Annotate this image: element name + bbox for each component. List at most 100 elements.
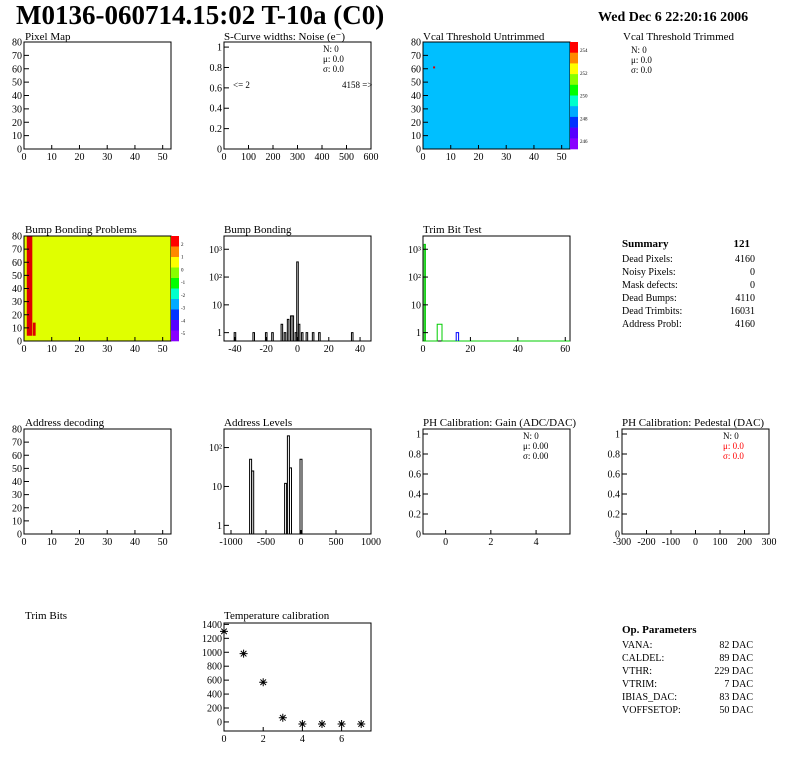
y-tick-label: 800 (207, 662, 222, 673)
axis-frame (223, 235, 372, 342)
y-tick-label: 60 (12, 64, 22, 75)
bump-colorbar-swatch (171, 330, 179, 342)
y-tick-label: 40 (411, 91, 421, 102)
summary-title: Summary (622, 238, 669, 250)
y-tick-label: 50 (12, 464, 22, 475)
x-tick-label: 0 (295, 344, 300, 355)
y-tick-label: 0.8 (409, 450, 422, 461)
y-tick-label: 40 (12, 477, 22, 488)
scatter-point (337, 720, 346, 729)
x-tick-label: 40 (529, 152, 539, 163)
y-tick-label: 80 (12, 425, 22, 436)
x-tick-label: 4 (300, 734, 305, 745)
y-tick-label: 1 (217, 521, 222, 532)
temperature-plot: Temperature calibration 0 2 4 6 0 200 400 600 800… (202, 610, 372, 745)
y-tick-label: 10³ (209, 245, 222, 256)
y-tick-label: 0.4 (608, 490, 621, 501)
y-tick-label: 70 (12, 245, 22, 256)
heatmap-fill (423, 42, 570, 149)
y-tick-label: 10 (212, 300, 222, 311)
x-tick-label: 30 (102, 344, 112, 355)
y-tick-label: 0 (217, 145, 222, 156)
y-tick-label: 10² (408, 273, 421, 284)
plot-title: Address Levels (224, 417, 292, 429)
heatmap-dead-column (26, 236, 33, 336)
axis-frame (223, 41, 372, 150)
timestamp: Wed Dec 6 22:20:16 2006 (598, 10, 749, 25)
op-parameter-value: 229 DAC (714, 666, 753, 677)
x-tick-label: -300 (613, 537, 631, 548)
y-tick-label: 0 (17, 145, 22, 156)
op-parameters-title: Op. Parameters (622, 624, 697, 636)
vcal-trimmed-plot: Vcal Threshold Trimmed N: 0μ: 0.0σ: 0.0 (623, 31, 735, 75)
x-tick-label: -20 (260, 344, 273, 355)
vcal-colorbar-swatch (570, 127, 578, 139)
y-tick-label: 1 (615, 430, 620, 441)
histogram-bar (318, 332, 321, 342)
op-parameters-table: Op. Parameters VANA: 82 DAC CALDEL: 89 DAC VT… (622, 624, 753, 716)
summary-row-label: Address Probl: (622, 319, 682, 330)
x-tick-label: 20 (473, 152, 483, 163)
plot-title: Address decoding (25, 417, 105, 429)
x-tick-label: 2 (261, 734, 266, 745)
summary-row-value: 0 (750, 267, 755, 278)
x-tick-label: 20 (74, 152, 84, 163)
bump-colorbar-swatch (171, 257, 179, 268)
scatter-point (239, 649, 248, 658)
x-tick-label: 0 (693, 537, 698, 548)
x-tick-label: 20 (74, 537, 84, 548)
bump-colorbar-swatch (171, 288, 179, 300)
page-title: M0136-060714.15:02 T-10a (C0) (16, 0, 385, 30)
plot-title: S-Curve widths: Noise (e⁻) (224, 31, 345, 43)
y-tick-label: 0.2 (210, 124, 223, 135)
op-parameter-value: 82 DAC (719, 640, 753, 651)
stats-entries: N: 0 (631, 45, 647, 55)
plot-title: Vcal Threshold Trimmed (623, 31, 735, 43)
summary-row-value: 4160 (735, 254, 755, 265)
plot-title: Bump Bonding (224, 224, 292, 236)
summary-row-value: 4160 (735, 319, 755, 330)
summary-row-label: Dead Trimbits: (622, 306, 682, 317)
y-tick-label: 0 (615, 530, 620, 541)
stats-rms: σ: 0.0 (723, 451, 744, 461)
bump-colorbar-tick-label: -1 (181, 281, 186, 286)
y-tick-label: 0 (217, 717, 222, 728)
vcal-colorbar-tick-label: 248 (580, 117, 588, 122)
y-tick-label: 20 (12, 118, 22, 129)
x-tick-label: 300 (762, 537, 777, 548)
x-tick-label: 40 (513, 344, 523, 355)
y-tick-label: 10³ (408, 245, 421, 256)
plot-title: PH Calibration: Pedestal (DAC) (622, 417, 764, 429)
y-tick-label: 1 (416, 430, 421, 441)
vcal-colorbar-tick-label: 250 (580, 95, 588, 100)
x-tick-label: 0 (22, 152, 27, 163)
vcal-colorbar-tick-label: 246 (580, 140, 588, 145)
axis-frame (23, 428, 172, 535)
y-tick-label: 0.8 (608, 450, 621, 461)
op-parameter-label: VOFFSETOP: (622, 705, 681, 716)
y-tick-label: 20 (12, 310, 22, 321)
histogram-bar (300, 332, 304, 342)
x-tick-label: 100 (241, 152, 256, 163)
x-tick-label: 0 (222, 152, 227, 163)
x-tick-label: 0 (22, 537, 27, 548)
x-tick-label: 10 (47, 344, 57, 355)
x-tick-label: 0 (299, 537, 304, 548)
x-tick-label: 1000 (361, 537, 381, 548)
histogram-bar (305, 332, 309, 342)
axis-frame (23, 41, 172, 150)
bump-colorbar-tick-label: -3 (181, 307, 186, 312)
x-tick-label: 10 (47, 537, 57, 548)
y-tick-label: 600 (207, 676, 222, 687)
bump-colorbar-tick-label: -5 (181, 332, 186, 337)
y-tick-label: 70 (12, 438, 22, 449)
vcal-colorbar-swatch (570, 95, 578, 107)
op-parameter-label: VANA: (622, 640, 652, 651)
y-tick-label: 20 (411, 118, 421, 129)
y-tick-label: 50 (12, 78, 22, 89)
y-tick-label: 50 (12, 271, 22, 282)
underflow-label: <= 2 (233, 80, 250, 90)
